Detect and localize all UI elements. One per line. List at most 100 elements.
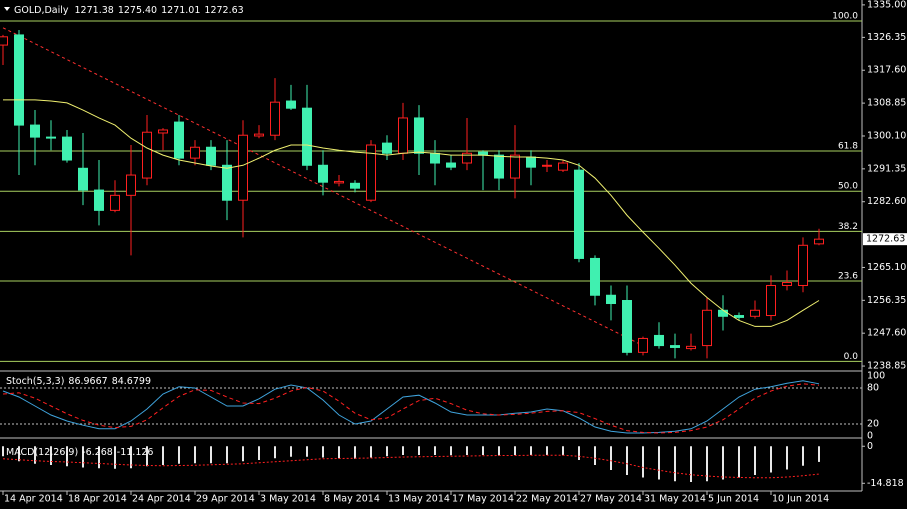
- candle-body: [62, 136, 72, 161]
- y-tick-label: 20: [867, 419, 879, 430]
- candle-body: [94, 189, 104, 211]
- x-tick-label: 8 May 2014: [324, 494, 380, 505]
- candle-body: [590, 257, 600, 296]
- current-price-label: 1272.63: [866, 234, 905, 245]
- y-tick-label: 1335.00: [867, 0, 906, 10]
- candle-body: [510, 154, 520, 179]
- macd-signal-value: -11.126: [117, 447, 154, 458]
- candle-body: [558, 162, 568, 171]
- x-tick-label: 22 May 2014: [516, 494, 578, 505]
- candle-body: [750, 309, 760, 317]
- macd-title: MACD(12,26,9): [6, 447, 78, 458]
- candle-body: [814, 238, 824, 245]
- candle-body: [718, 309, 728, 317]
- symbol: GOLD,Daily: [14, 5, 69, 16]
- candle-body: [222, 164, 232, 201]
- candle-body: [430, 152, 440, 164]
- x-tick-label: 31 May 2014: [644, 494, 706, 505]
- candle-body: [766, 284, 776, 317]
- candle-body: [318, 164, 328, 183]
- header-open: 1271.38: [75, 5, 114, 16]
- y-tick-label: 1256.35: [867, 295, 906, 306]
- candle-body: [606, 294, 616, 305]
- candle-body: [46, 136, 56, 139]
- x-tick-label: 13 May 2014: [388, 494, 450, 505]
- x-tick-label: 3 May 2014: [260, 494, 316, 505]
- fib-label: 100.0: [832, 12, 858, 22]
- candle-body: [334, 180, 344, 184]
- y-tick-label: 1247.60: [867, 328, 906, 339]
- candle-body: [622, 300, 632, 353]
- x-tick-label: 17 May 2014: [452, 494, 514, 505]
- candle-body: [286, 100, 296, 109]
- y-tick-label: 1238.85: [867, 361, 906, 372]
- y-tick-label: 1282.60: [867, 196, 906, 207]
- x-tick-label: 29 Apr 2014: [196, 494, 255, 505]
- main-header: GOLD,Daily 1271.38 1275.40 1271.01 1272.63: [14, 5, 244, 16]
- candle-body: [78, 167, 88, 191]
- candle-body: [14, 34, 24, 126]
- candle-body: [126, 174, 136, 196]
- y-tick-label: -14.818: [867, 478, 904, 489]
- header-close: 1272.63: [204, 5, 243, 16]
- candle-body: [110, 194, 120, 211]
- x-tick-label: 5 Jun 2014: [708, 494, 759, 505]
- candle-body: [542, 164, 552, 167]
- candle-body: [270, 101, 280, 136]
- current-price-box: [863, 233, 907, 246]
- candle-body: [302, 107, 312, 166]
- y-tick-label: 1317.60: [867, 65, 906, 76]
- stoch-header: Stoch(5,3,3) 86.9667 84.6799: [6, 376, 151, 387]
- y-tick-label: 100: [867, 371, 885, 382]
- candle-body: [686, 345, 696, 350]
- header-high: 1275.40: [118, 5, 157, 16]
- x-tick-label: 10 Jun 2014: [772, 494, 829, 505]
- fib-label: 61.8: [838, 142, 858, 152]
- fib-label: 23.6: [838, 272, 858, 282]
- stoch-line: [2, 380, 820, 434]
- candle-body: [158, 129, 168, 134]
- fib-label: 0.0: [844, 352, 859, 362]
- signal-line: [2, 454, 820, 479]
- macd-header: MACD(12,26,9) -6.268 -11.126: [6, 447, 153, 458]
- candle-body: [494, 154, 504, 179]
- candle-body: [190, 146, 200, 159]
- candle-body: [734, 315, 744, 318]
- x-tick-label: 27 May 2014: [580, 494, 642, 505]
- candle-body: [398, 117, 408, 154]
- candle-body: [462, 152, 472, 164]
- y-tick-label: 0: [867, 441, 873, 452]
- candle-body: [526, 156, 536, 168]
- candle-body: [30, 124, 40, 138]
- candle-body: [174, 121, 184, 159]
- y-tick-label: 0: [867, 431, 873, 442]
- stoch-main-value: 86.9667: [68, 376, 107, 387]
- header-low: 1271.01: [161, 5, 200, 16]
- candle-body: [446, 162, 456, 168]
- candle-body: [654, 334, 664, 347]
- menu-arrow: [4, 7, 10, 11]
- candle-body: [798, 244, 808, 286]
- y-tick-label: 1326.35: [867, 32, 906, 43]
- stoch-line: [2, 383, 820, 434]
- candle-body: [574, 169, 584, 259]
- candle-body: [0, 36, 8, 46]
- moving-average: [3, 99, 820, 327]
- y-tick-label: 1291.35: [867, 163, 906, 174]
- stoch-signal-value: 84.6799: [112, 376, 151, 387]
- y-tick-label: 1265.10: [867, 262, 906, 273]
- candle-body: [702, 309, 712, 347]
- fib-label: 38.2: [838, 222, 858, 232]
- candle-body: [254, 133, 264, 137]
- x-tick-label: 24 Apr 2014: [132, 494, 191, 505]
- trendline: [2, 27, 644, 347]
- candle-body: [782, 281, 792, 286]
- candle-body: [414, 117, 424, 154]
- candle-body: [206, 146, 216, 166]
- candle-body: [142, 131, 152, 179]
- x-tick-label: 18 Apr 2014: [68, 494, 127, 505]
- candle-body: [638, 337, 648, 353]
- y-tick-label: 1308.85: [867, 98, 906, 109]
